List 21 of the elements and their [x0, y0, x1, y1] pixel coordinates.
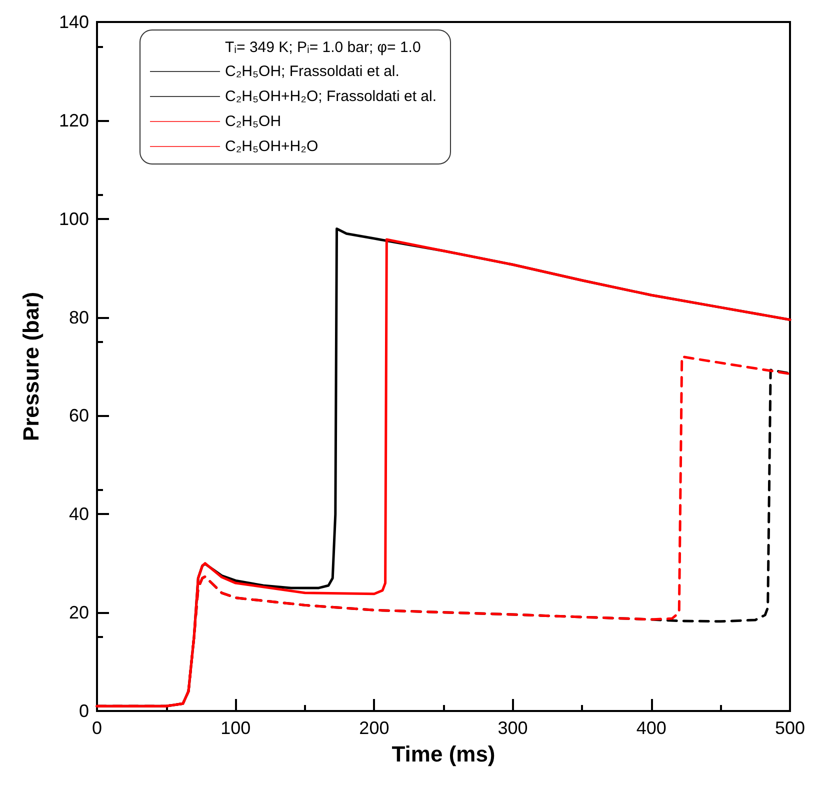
x-tick-label: 300 — [498, 718, 528, 738]
y-tick-label: 20 — [68, 602, 89, 623]
x-tick-label: 200 — [359, 718, 390, 738]
x-tick-label: 0 — [92, 718, 102, 738]
legend-label: C₂H₅OH — [225, 113, 282, 130]
x-tick-label: 400 — [636, 718, 666, 738]
x-axis-title: Time (ms) — [392, 742, 496, 766]
x-tick-label: 500 — [774, 718, 806, 738]
y-tick-label: 40 — [68, 504, 89, 524]
y-tick-label: 80 — [68, 307, 89, 328]
y-tick-label: 140 — [58, 12, 89, 32]
y-tick-label: 0 — [78, 701, 89, 721]
y-axis-title: Pressure (bar) — [18, 292, 44, 442]
y-tick-label: 60 — [68, 406, 89, 426]
legend-label: C₂H₅OH; Frassoldati et al. — [225, 63, 400, 80]
y-tick-label: 120 — [58, 110, 89, 130]
legend-title: Tᵢ= 349 K; Pᵢ= 1.0 bar; φ= 1.0 — [225, 39, 421, 56]
x-tick-label: 100 — [220, 718, 251, 738]
y-tick-label: 100 — [58, 208, 89, 229]
legend-label: C₂H₅OH+H₂O; Frassoldati et al. — [225, 88, 436, 105]
legend-label: C₂H₅OH+H₂O — [225, 138, 318, 155]
